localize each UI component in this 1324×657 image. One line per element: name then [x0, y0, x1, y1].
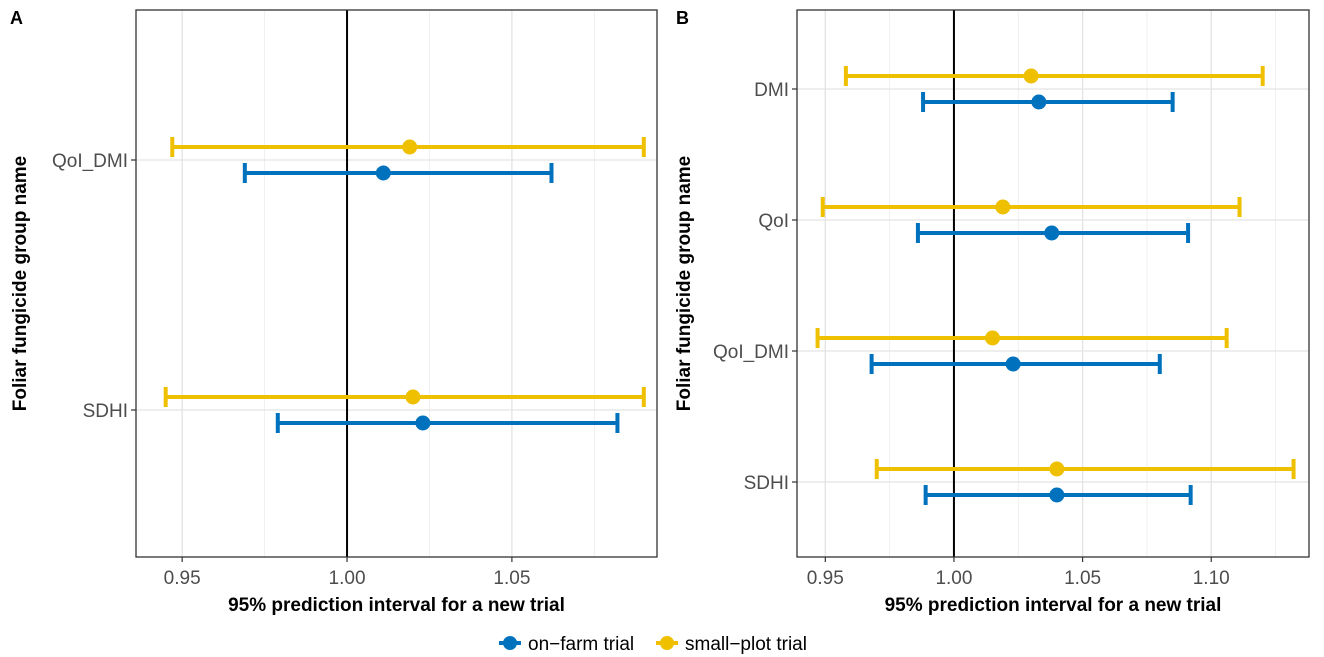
- y-tick-label: SDHI: [744, 473, 789, 494]
- x-tick-label: 0.95: [164, 568, 201, 589]
- panel-a: 0.95 1.00 1.05 QoI_DMI SDHI 95% prediction in…: [10, 8, 658, 616]
- legend-label: on−farm trial: [528, 634, 634, 655]
- estimate-point: [405, 389, 421, 405]
- x-axis-title: 95% prediction interval for a new trial: [885, 595, 1222, 616]
- estimate-point: [1049, 461, 1065, 477]
- estimate-point: [985, 330, 1001, 346]
- legend-key-point: [660, 636, 674, 650]
- estimate-point: [1031, 94, 1047, 110]
- x-tick-label: 0.95: [807, 568, 844, 589]
- x-tick-label: 1.05: [493, 568, 530, 589]
- estimate-point: [415, 415, 431, 431]
- panel-letter: A: [10, 8, 23, 28]
- panel-border: [796, 9, 1310, 558]
- x-axis-title: 95% prediction interval for a new trial: [228, 595, 565, 616]
- legend-label: small−plot trial: [685, 634, 807, 655]
- estimate-point: [1049, 487, 1065, 503]
- plot-background: [136, 10, 657, 557]
- legend-item: on−farm trial: [499, 634, 634, 655]
- x-tick-label: 1.00: [329, 568, 366, 589]
- y-axis-title: Foliar fungicide group name: [10, 156, 31, 411]
- x-tick-label: 1.00: [935, 568, 972, 589]
- estimate-point: [1023, 68, 1039, 84]
- legend: on−farm trial small−plot trial: [499, 634, 807, 655]
- y-tick-label: QoI_DMI: [713, 342, 789, 363]
- estimate-point: [402, 139, 418, 155]
- legend-key-point: [503, 636, 517, 650]
- estimate-point: [1005, 356, 1021, 372]
- y-tick-label: SDHI: [83, 401, 128, 422]
- panel-border: [135, 9, 658, 558]
- panel-b: 0.95 1.00 1.05 1.10 DMI QoI QoI_DMI SDHI 95% pre…: [674, 8, 1310, 616]
- y-tick-label: QoI: [758, 211, 789, 232]
- estimate-point: [375, 165, 391, 181]
- x-tick-label: 1.10: [1193, 568, 1230, 589]
- y-axis-title: Foliar fungicide group name: [674, 156, 695, 411]
- panel-letter: B: [676, 8, 689, 28]
- y-tick-label: QoI_DMI: [52, 151, 128, 172]
- y-tick-label: DMI: [754, 80, 789, 101]
- x-tick-label: 1.05: [1064, 568, 1101, 589]
- estimate-point: [1044, 225, 1060, 241]
- estimate-point: [995, 199, 1011, 215]
- legend-item: small−plot trial: [656, 634, 807, 655]
